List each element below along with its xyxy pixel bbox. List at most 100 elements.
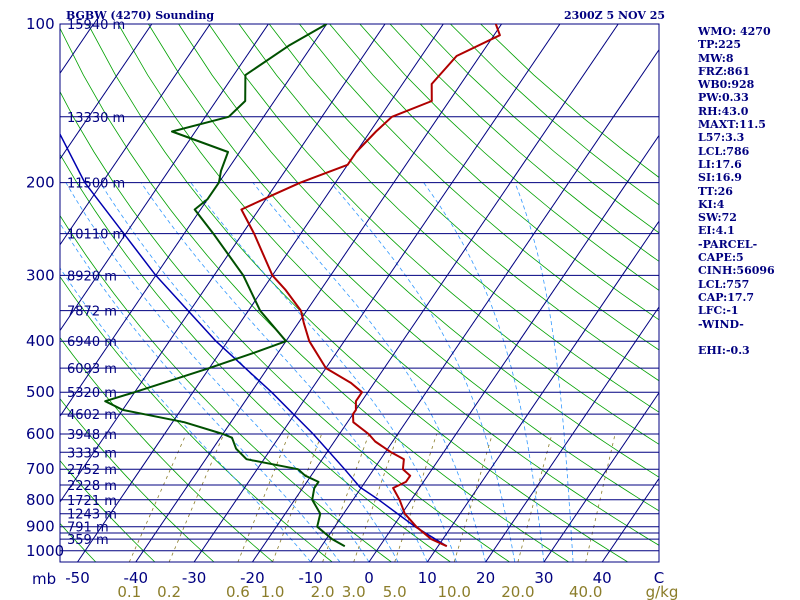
index-line: -WIND-: [698, 317, 744, 331]
height-label: 3335 m: [67, 446, 117, 461]
height-label: 2228 m: [67, 479, 117, 494]
index-line: LCL:757: [698, 277, 750, 291]
index-line: [698, 331, 798, 344]
moist-adiabat: [514, 182, 574, 562]
dewpoint-line: [104, 24, 346, 548]
temp-tick-label: -10: [298, 569, 323, 587]
isotherm: [0, 24, 35, 562]
mixing-ratio-label: 2.0: [311, 583, 335, 600]
mixing-ratio-label: 0.1: [117, 583, 141, 600]
index-line: PW:0.33: [698, 91, 749, 105]
dry-adiabat: [238, 24, 659, 413]
pressure-unit-label: mb: [32, 570, 56, 588]
isotherm: [60, 24, 386, 503]
dry-adiabat: [148, 24, 659, 512]
pressure-tick-label: 400: [26, 332, 55, 350]
dry-adiabat: [329, 24, 659, 321]
index-line: CAP:17.7: [698, 290, 755, 304]
index-line: LI:17.6: [698, 157, 742, 171]
mixing-ratio-line: [168, 433, 225, 562]
mixing-ratio-label: 0.6: [226, 583, 250, 600]
mixing-ratio-label: 3.0: [342, 583, 366, 600]
height-label: 6940 m: [67, 335, 117, 350]
dry-adiabat: [60, 275, 333, 562]
pressure-tick-label: 200: [26, 174, 55, 192]
moist-adiabat: [60, 222, 341, 562]
index-line: RH:43.0: [698, 104, 749, 118]
moist-adiabat: [190, 182, 457, 562]
isotherm: [368, 134, 659, 562]
moist-adiabat: [60, 267, 312, 562]
dry-adiabat: [60, 336, 274, 562]
pressure-tick-label: 700: [26, 460, 55, 478]
temp-tick-label: 0: [364, 569, 374, 587]
index-line: SW:72: [698, 211, 737, 225]
dry-adiabat: [268, 24, 659, 382]
isotherm: [77, 24, 444, 562]
isotherm: [310, 48, 659, 562]
height-label: 5320 m: [67, 386, 117, 401]
temp-tick-label: -20: [240, 569, 265, 587]
dry-adiabat: [389, 24, 659, 262]
parcel-path-line: [60, 132, 448, 547]
index-line: KI:4: [698, 197, 725, 211]
moist-adiabat: [99, 182, 399, 562]
dry-adiabat: [87, 24, 629, 562]
height-label: 3948 m: [67, 428, 117, 443]
mixing-ratio-label: 40.0: [569, 583, 602, 600]
dry-adiabat: [60, 398, 215, 562]
pressure-tick-label: 500: [26, 383, 55, 401]
height-label: 359 m: [67, 533, 109, 548]
moist-adiabat: [252, 182, 486, 562]
pressure-tick-label: 100: [26, 15, 55, 33]
index-line: LFC:-1: [698, 304, 739, 318]
index-line: CINH:56096: [698, 264, 775, 278]
sounding-time: 2300Z 5 NOV 25: [564, 9, 666, 22]
index-line: TP:225: [698, 38, 742, 52]
isotherm: [60, 24, 211, 246]
isotherm: [60, 24, 328, 418]
height-label: 11500 m: [67, 177, 125, 192]
pressure-tick-label: 800: [26, 491, 55, 509]
index-line: LCL:786: [698, 144, 750, 158]
index-line: MW:8: [698, 51, 734, 65]
height-label: 7872 m: [67, 305, 117, 320]
pressure-tick-label: 900: [26, 518, 55, 536]
mixing-ratio-label: 0.2: [157, 583, 181, 600]
dry-adiabat: [60, 522, 97, 562]
dry-adiabat: [60, 90, 510, 562]
mixing-ratio-line: [353, 433, 399, 562]
dry-adiabat: [60, 27, 569, 562]
isotherm: [193, 24, 561, 562]
index-line: FRZ:861: [698, 64, 751, 78]
dry-adiabat: [208, 24, 659, 445]
dry-adiabat: [299, 24, 659, 351]
temp-tick-label: -50: [65, 569, 90, 587]
index-line: -PARCEL-: [698, 237, 758, 251]
dry-adiabat: [359, 24, 659, 291]
pressure-tick-label: 300: [26, 266, 55, 284]
mixing-ratio-label: 5.0: [383, 583, 407, 600]
height-label: 6093 m: [67, 362, 117, 377]
height-label: 4602 m: [67, 408, 117, 423]
moist-adiabat: [330, 182, 516, 562]
sounding-title: BGBW (4270) Sounding: [66, 9, 215, 22]
temp-tick-label: 30: [534, 569, 553, 587]
temp-tick-label: 20: [476, 569, 495, 587]
plot-frame: [59, 23, 660, 563]
isotherm: [543, 391, 659, 562]
mixing-ratio-line: [585, 433, 616, 562]
height-label: 791 m: [67, 521, 109, 536]
dry-adiabat: [60, 153, 451, 562]
index-line: L57:3.3: [698, 131, 745, 145]
mixing-ratio-label: 1.0: [261, 583, 285, 600]
mixing-ratio-line: [322, 433, 370, 562]
mixing-ratio-line: [453, 433, 493, 562]
dry-adiabat: [60, 460, 156, 562]
moist-adiabat: [140, 182, 428, 562]
isotherm: [251, 24, 619, 562]
dry-adiabat: [117, 24, 659, 546]
height-label: 2752 m: [67, 463, 117, 478]
index-line: EHI:-0.3: [698, 344, 750, 358]
